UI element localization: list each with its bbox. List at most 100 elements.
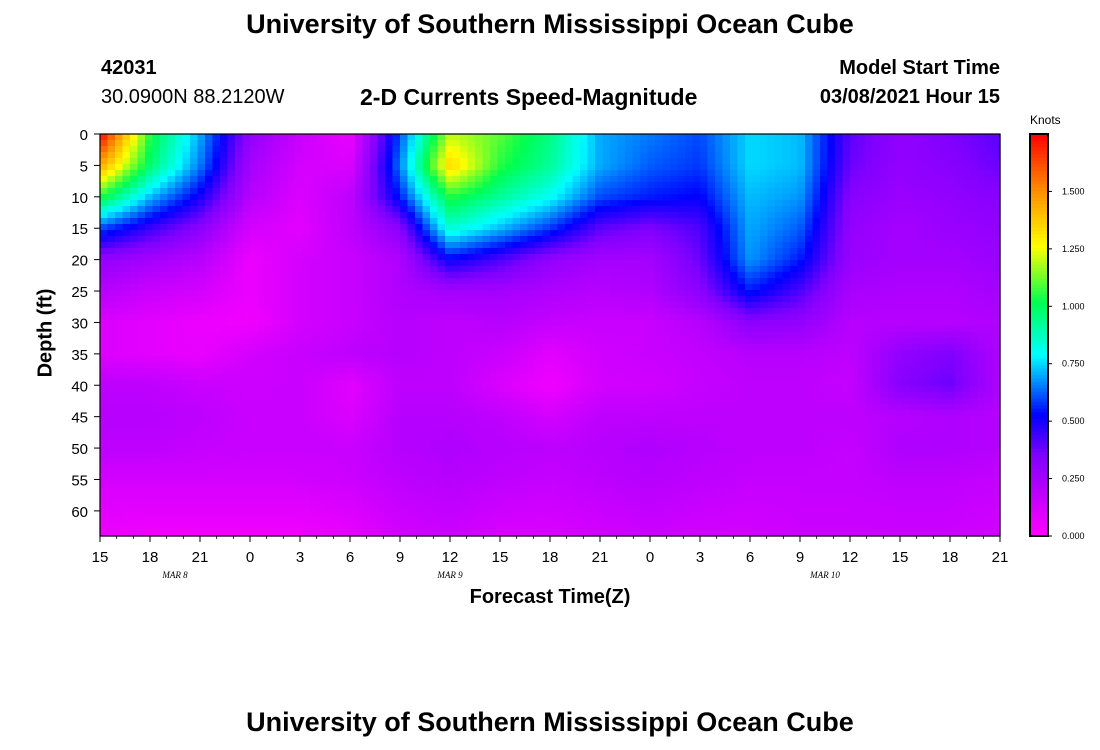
heatmap-cell — [527, 182, 536, 189]
heatmap-cell — [167, 296, 176, 303]
heatmap-cell — [550, 170, 559, 177]
heatmap-cell — [857, 284, 866, 291]
heatmap-cell — [640, 164, 649, 171]
heatmap-cell — [182, 284, 191, 291]
heatmap-cell — [767, 296, 776, 303]
heatmap-cell — [835, 344, 844, 351]
heatmap-cell — [107, 200, 116, 207]
heatmap-cell — [302, 260, 311, 267]
heatmap-cell — [422, 176, 431, 183]
heatmap-cell — [107, 290, 116, 297]
heatmap-cell — [587, 326, 596, 333]
heatmap-cell — [460, 206, 469, 213]
heatmap-cell — [445, 254, 454, 261]
heatmap-cell — [565, 170, 574, 177]
heatmap-cell — [167, 188, 176, 195]
heatmap-cell — [482, 212, 491, 219]
heatmap-cell — [707, 248, 716, 255]
heatmap-cell — [152, 200, 161, 207]
heatmap-cell — [880, 272, 889, 279]
heatmap-cell — [887, 134, 896, 141]
heatmap-cell — [415, 146, 424, 153]
heatmap-cell — [460, 248, 469, 255]
heatmap-cell — [122, 374, 131, 381]
heatmap-cell — [760, 290, 769, 297]
heatmap-cell — [805, 152, 814, 159]
heatmap-cell — [362, 374, 371, 381]
heatmap-cell — [145, 242, 154, 249]
heatmap-cell — [332, 158, 341, 165]
heatmap-cell — [160, 332, 169, 339]
heatmap-cell — [632, 248, 641, 255]
heatmap-cell — [520, 356, 529, 363]
heatmap-cell — [265, 332, 274, 339]
heatmap-cell — [835, 278, 844, 285]
heatmap-cell — [775, 320, 784, 327]
heatmap-cell — [722, 290, 731, 297]
heatmap-cell — [137, 308, 146, 315]
heatmap-cell — [512, 152, 521, 159]
heatmap-cell — [655, 320, 664, 327]
heatmap-cell — [497, 146, 506, 153]
heatmap-cell — [475, 302, 484, 309]
heatmap-cell — [197, 374, 206, 381]
heatmap-cell — [392, 218, 401, 225]
heatmap-cell — [242, 194, 251, 201]
heatmap-cell — [167, 380, 176, 387]
heatmap-cell — [377, 200, 386, 207]
heatmap-cell — [310, 206, 319, 213]
heatmap-cell — [137, 314, 146, 321]
heatmap-cell — [730, 272, 739, 279]
heatmap-cell — [130, 188, 139, 195]
heatmap-cell — [452, 242, 461, 249]
heatmap-cell — [512, 320, 521, 327]
heatmap-cell — [535, 302, 544, 309]
heatmap-cell — [820, 236, 829, 243]
heatmap-cell — [430, 302, 439, 309]
heatmap-cell — [587, 248, 596, 255]
heatmap-cell — [325, 236, 334, 243]
heatmap-cell — [722, 200, 731, 207]
heatmap-cell — [572, 260, 581, 267]
heatmap-cell — [887, 374, 896, 381]
heatmap-cell — [595, 248, 604, 255]
heatmap-cell — [212, 218, 221, 225]
heatmap-cell — [955, 368, 964, 375]
heatmap-cell — [167, 152, 176, 159]
heatmap-cell — [310, 266, 319, 273]
heatmap-cell — [145, 380, 154, 387]
heatmap-cell — [925, 350, 934, 357]
heatmap-cell — [715, 266, 724, 273]
heatmap-cell — [662, 308, 671, 315]
heatmap-cell — [692, 194, 701, 201]
heatmap-cell — [295, 200, 304, 207]
heatmap-cell — [362, 224, 371, 231]
heatmap-cell — [520, 194, 529, 201]
heatmap-cell — [895, 320, 904, 327]
heatmap-cell — [767, 248, 776, 255]
heatmap-cell — [377, 140, 386, 147]
heatmap-cell — [992, 230, 1001, 237]
heatmap-cell — [850, 212, 859, 219]
heatmap-cell — [662, 248, 671, 255]
heatmap-cell — [445, 320, 454, 327]
heatmap-cell — [385, 146, 394, 153]
heatmap-cell — [422, 212, 431, 219]
heatmap-cell — [370, 266, 379, 273]
heatmap-cell — [325, 170, 334, 177]
heatmap-cell — [310, 374, 319, 381]
heatmap-cell — [272, 290, 281, 297]
heatmap-cell — [280, 380, 289, 387]
heatmap-cell — [467, 230, 476, 237]
heatmap-cell — [647, 308, 656, 315]
heatmap-cell — [730, 170, 739, 177]
heatmap-cell — [842, 182, 851, 189]
heatmap-cell — [175, 344, 184, 351]
heatmap-cell — [715, 290, 724, 297]
heatmap-cell — [842, 158, 851, 165]
heatmap-cell — [475, 176, 484, 183]
heatmap-cell — [880, 356, 889, 363]
heatmap-cell — [152, 278, 161, 285]
heatmap-cell — [317, 242, 326, 249]
heatmap-cell — [145, 194, 154, 201]
